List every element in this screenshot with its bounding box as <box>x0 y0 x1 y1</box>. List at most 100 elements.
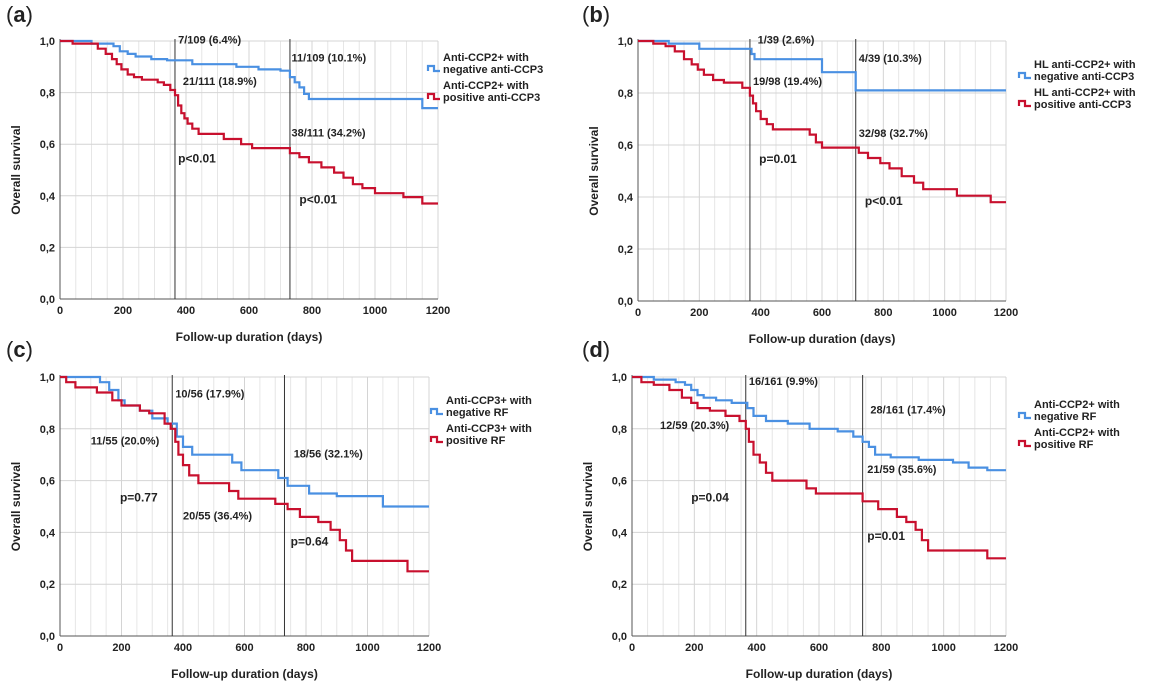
y-tick-label: 0,6 <box>40 139 55 151</box>
legend-entry-0: HL anti-CCP2+ with <box>1034 59 1136 71</box>
event-annotation: 1/39 (2.6%) <box>758 35 815 47</box>
legend-marker-0 <box>1017 71 1031 80</box>
x-tick-label: 200 <box>690 307 708 319</box>
x-axis-title: Follow-up duration (days) <box>171 667 318 681</box>
y-tick-label: 0,8 <box>618 88 633 100</box>
x-tick-label: 600 <box>235 642 253 654</box>
p-value-label: p<0.01 <box>299 193 337 207</box>
x-axis-title: Follow-up duration (days) <box>749 332 896 346</box>
legend-entry-1: positive anti-CCP3 <box>443 92 540 104</box>
legend-entry-1: positive anti-CCP3 <box>1034 99 1131 111</box>
p-value-label: p=0.04 <box>691 490 729 504</box>
x-tick-label: 800 <box>303 305 321 317</box>
x-axis-title: Follow-up duration (days) <box>176 330 323 344</box>
panel-label: (a) <box>6 2 33 27</box>
y-tick-label: 0,6 <box>612 476 627 488</box>
event-annotation: 19/98 (19.4%) <box>753 76 822 88</box>
series-line-0 <box>60 375 429 508</box>
x-tick-label: 200 <box>112 642 130 654</box>
panel-d: (d) 0 200 400 600 800 1000 1200 0,0 0,2 0,4 0,6 0,8 1… <box>581 337 1120 681</box>
y-tick-label: 1,0 <box>40 372 55 384</box>
x-tick-label: 1000 <box>363 305 387 317</box>
p-value-label: p=0.01 <box>759 152 797 166</box>
x-tick-label: 1000 <box>932 307 956 319</box>
y-tick-label: 0,2 <box>40 242 55 254</box>
x-tick-label: 1000 <box>355 642 379 654</box>
x-tick-label: 1200 <box>417 642 441 654</box>
panel-label: (c) <box>6 337 33 362</box>
legend-entry-0: negative RF <box>1034 411 1097 423</box>
y-tick-label: 1,0 <box>618 36 633 48</box>
legend-marker-0 <box>429 407 443 416</box>
p-value-label: p<0.01 <box>865 194 903 208</box>
grid <box>59 40 439 300</box>
y-tick-label: 0,2 <box>612 579 627 591</box>
event-annotation: 21/111 (18.9%) <box>183 76 257 88</box>
p-value-label: p<0.01 <box>178 151 216 165</box>
legend-entry-1: Anti-CCP2+ with <box>1034 427 1120 439</box>
legend-marker-0 <box>1017 411 1031 420</box>
event-annotation: 16/161 (9.9%) <box>749 376 818 388</box>
y-tick-label: 0,8 <box>612 424 627 436</box>
event-annotation: 11/55 (20.0%) <box>91 435 160 447</box>
panel-a: (a) 0 200 400 600 800 1000 1200 0,0 0,2 0,4 0,6 0,8 1… <box>6 2 543 344</box>
legend-entry-1: positive RF <box>1034 439 1094 451</box>
grid <box>59 376 430 637</box>
y-tick-label: 0,4 <box>618 192 634 204</box>
legend-entry-1: Anti-CCP2+ with <box>443 80 529 92</box>
y-tick-label: 0,4 <box>40 527 56 539</box>
x-axis-title: Follow-up duration (days) <box>746 667 893 681</box>
x-tick-label: 600 <box>240 305 258 317</box>
event-annotation: 7/109 (6.4%) <box>178 35 241 47</box>
legend-marker-1 <box>1017 99 1031 108</box>
x-tick-label: 0 <box>57 305 63 317</box>
y-tick-label: 0,2 <box>40 579 55 591</box>
legend-entry-0: negative RF <box>446 407 509 419</box>
panel-c: (c) 0 200 400 600 800 1000 1200 0,0 0,2 0,4 0,6 0,8 1… <box>6 337 532 681</box>
y-tick-label: 1,0 <box>40 36 55 48</box>
panel-label: (d) <box>582 337 610 362</box>
y-tick-label: 0,0 <box>618 296 633 308</box>
x-tick-label: 0 <box>635 307 641 319</box>
legend-entry-1: Anti-CCP3+ with <box>446 423 532 435</box>
event-annotation: 32/98 (32.7%) <box>859 128 928 140</box>
y-tick-label: 0,6 <box>618 140 633 152</box>
x-tick-label: 800 <box>874 307 892 319</box>
event-annotation: 18/56 (32.1%) <box>294 448 363 460</box>
event-annotation: 4/39 (10.3%) <box>859 53 922 65</box>
y-tick-label: 0,0 <box>40 294 55 306</box>
legend-marker-0 <box>426 64 440 73</box>
legend-marker-1 <box>1017 439 1031 448</box>
y-axis-title: Overall survival <box>587 126 601 215</box>
x-tick-label: 800 <box>872 642 890 654</box>
legend-marker-1 <box>429 435 443 444</box>
series-line-1 <box>60 375 429 573</box>
x-tick-label: 600 <box>810 642 828 654</box>
x-tick-label: 400 <box>751 307 769 319</box>
y-axis-title: Overall survival <box>9 462 23 551</box>
event-annotation: 20/55 (36.4%) <box>183 510 252 522</box>
legend-entry-1: positive RF <box>446 435 506 447</box>
y-tick-label: 0,4 <box>612 527 628 539</box>
x-tick-label: 0 <box>57 642 63 654</box>
legend-entry-0: negative anti-CCP3 <box>443 64 543 76</box>
x-tick-label: 1200 <box>994 642 1018 654</box>
x-tick-label: 600 <box>813 307 831 319</box>
legend-entry-1: HL anti-CCP2+ with <box>1034 87 1136 99</box>
x-tick-label: 1200 <box>426 305 450 317</box>
y-tick-label: 0,6 <box>40 476 55 488</box>
x-tick-label: 1000 <box>931 642 955 654</box>
series-line-0 <box>60 39 438 110</box>
event-annotation: 38/111 (34.2%) <box>292 127 366 139</box>
event-annotation: 28/161 (17.4%) <box>870 404 946 416</box>
legend-entry-0: negative anti-CCP3 <box>1034 71 1134 83</box>
legend-entry-0: Anti-CCP2+ with <box>443 52 529 64</box>
y-tick-label: 0,4 <box>40 191 56 203</box>
p-value-label: p=0.01 <box>867 529 905 543</box>
x-tick-label: 400 <box>177 305 195 317</box>
